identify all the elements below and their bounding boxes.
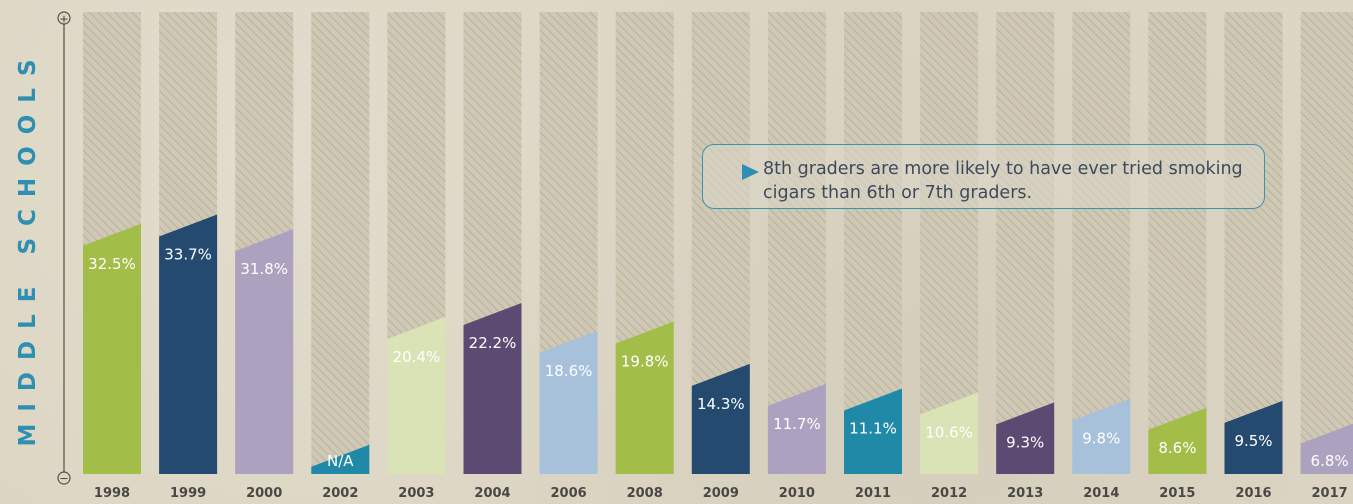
bar-background (311, 12, 370, 474)
bar-background (1224, 12, 1283, 474)
x-tick-label: 2013 (1007, 486, 1043, 501)
bar-value-label: 9.8% (1082, 430, 1120, 448)
x-tick-label: 2002 (322, 486, 358, 501)
bar (83, 223, 141, 474)
bar-value-label: 33.7% (164, 246, 212, 264)
x-tick-label: 2004 (474, 486, 510, 501)
bar (691, 363, 750, 474)
bar-value-label: 9.3% (1006, 433, 1044, 451)
x-tick-label: 2011 (855, 486, 891, 501)
bar (1300, 423, 1353, 474)
bar (235, 229, 294, 474)
x-tick-label: 2006 (551, 486, 587, 501)
x-axis-ticks: 1998 1999 2000 2002 2003 2004 2006 2008 2009 2010… (94, 486, 1348, 501)
bar-background (1300, 12, 1353, 474)
bar-value-label: 8.6% (1158, 439, 1196, 457)
bar (615, 321, 674, 474)
axis-bottom-marker-label: − (59, 472, 68, 485)
bar-value-label: 11.7% (773, 415, 821, 433)
bar-value-label: 20.4% (393, 348, 441, 366)
callout-arrow-icon (742, 164, 759, 180)
x-tick-label: 2009 (703, 486, 739, 501)
x-tick-label: 1998 (94, 486, 130, 501)
bar (1148, 407, 1207, 474)
bar (539, 330, 598, 474)
x-tick-label: 2008 (627, 486, 663, 501)
callout-box (702, 144, 1265, 209)
bar-background (1148, 12, 1207, 474)
bar (996, 402, 1055, 474)
bar-value-label: 32.5% (88, 255, 136, 273)
axis-top-marker-label: + (59, 13, 68, 26)
x-tick-label: 2014 (1083, 486, 1119, 501)
x-tick-label: 2000 (246, 486, 282, 501)
x-tick-label: 2012 (931, 486, 967, 501)
bar-value-label: 31.8% (240, 260, 288, 278)
axis-top-marker (57, 11, 71, 25)
bar (387, 316, 446, 474)
bar-background (996, 12, 1055, 474)
bar-value-label: 18.6% (545, 362, 593, 380)
bar-value-label: 6.8% (1311, 452, 1349, 470)
bar-value-label: 22.2% (469, 334, 517, 352)
bar-value-label: 11.1% (849, 420, 897, 438)
bar (1072, 398, 1131, 474)
axis-bottom-marker (57, 471, 71, 485)
bar (920, 392, 979, 474)
bar (311, 444, 370, 474)
bar (1224, 400, 1283, 474)
callout-text: 8th graders are more likely to have ever… (763, 159, 1243, 203)
x-tick-label: 2010 (779, 486, 815, 501)
bar (844, 388, 902, 474)
bar (463, 303, 522, 474)
bar-value-label: 14.3% (697, 395, 745, 413)
bar-value-label: 10.6% (925, 423, 973, 441)
bar-background (1072, 12, 1131, 474)
x-tick-label: 2016 (1235, 486, 1271, 501)
bar-value-label: 19.8% (621, 353, 669, 371)
bar (159, 214, 218, 474)
bar-value-label: N/A (327, 452, 354, 470)
bar (767, 383, 826, 474)
bars-group: 32.5% 33.7% 31.8% N/A 20.4% 22.2% 18.6% 19.8% 14… (83, 12, 1353, 474)
x-tick-label: 2003 (398, 486, 434, 501)
x-tick-label: 1999 (170, 486, 206, 501)
x-tick-label: 2015 (1159, 486, 1195, 501)
bar-value-label: 9.5% (1234, 432, 1272, 450)
x-tick-label: 2017 (1312, 486, 1348, 501)
